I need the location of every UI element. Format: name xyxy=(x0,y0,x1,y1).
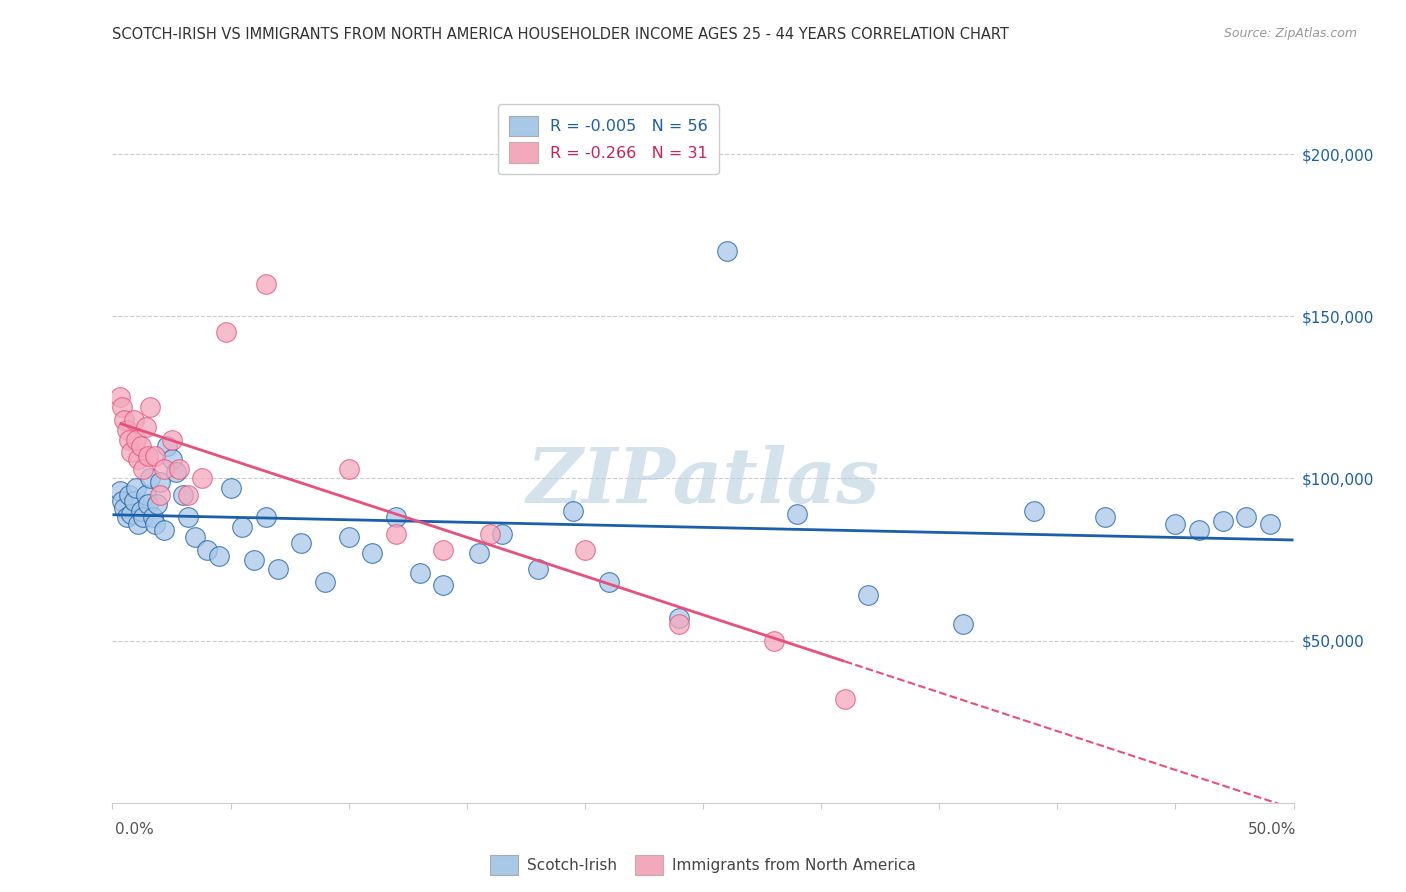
Point xyxy=(146,497,169,511)
Point xyxy=(125,481,148,495)
Point xyxy=(142,510,165,524)
Point xyxy=(165,465,187,479)
Point xyxy=(195,542,218,557)
Point xyxy=(135,419,157,434)
Point xyxy=(132,510,155,524)
Point xyxy=(562,504,585,518)
Point xyxy=(135,488,157,502)
Point xyxy=(127,516,149,531)
Point xyxy=(290,536,312,550)
Point xyxy=(184,530,207,544)
Point xyxy=(127,452,149,467)
Point xyxy=(149,475,172,489)
Point xyxy=(1212,514,1234,528)
Point xyxy=(668,617,690,632)
Point xyxy=(139,400,162,414)
Point xyxy=(118,433,141,447)
Point xyxy=(467,546,489,560)
Point xyxy=(122,494,145,508)
Point xyxy=(337,530,360,544)
Point xyxy=(231,520,253,534)
Point xyxy=(1164,516,1187,531)
Point xyxy=(598,575,620,590)
Point xyxy=(219,481,242,495)
Point xyxy=(314,575,336,590)
Point xyxy=(491,526,513,541)
Point xyxy=(112,413,135,427)
Point xyxy=(526,562,548,576)
Point xyxy=(762,633,785,648)
Point xyxy=(120,445,142,459)
Point xyxy=(432,578,454,592)
Point xyxy=(1094,510,1116,524)
Point xyxy=(177,510,200,524)
Point xyxy=(108,390,131,404)
Point xyxy=(215,326,238,340)
Point xyxy=(139,471,162,485)
Text: ZIPatlas: ZIPatlas xyxy=(526,445,880,518)
Point xyxy=(1188,524,1211,538)
Point xyxy=(129,504,152,518)
Point xyxy=(153,524,176,538)
Point xyxy=(112,500,135,515)
Point xyxy=(834,692,856,706)
Point xyxy=(1022,504,1045,518)
Point xyxy=(208,549,231,564)
Point xyxy=(337,461,360,475)
Point xyxy=(385,526,408,541)
Point xyxy=(122,413,145,427)
Point xyxy=(716,244,738,259)
Point xyxy=(136,497,159,511)
Text: Source: ZipAtlas.com: Source: ZipAtlas.com xyxy=(1223,27,1357,40)
Point xyxy=(952,617,974,632)
Point xyxy=(111,494,134,508)
Text: SCOTCH-IRISH VS IMMIGRANTS FROM NORTH AMERICA HOUSEHOLDER INCOME AGES 25 - 44 YE: SCOTCH-IRISH VS IMMIGRANTS FROM NORTH AM… xyxy=(112,27,1010,42)
Point xyxy=(858,588,880,602)
Point xyxy=(149,488,172,502)
Point xyxy=(136,449,159,463)
Legend: Scotch-Irish, Immigrants from North America: Scotch-Irish, Immigrants from North Amer… xyxy=(484,849,922,880)
Point xyxy=(143,516,166,531)
Point xyxy=(120,507,142,521)
Point xyxy=(243,552,266,566)
Point xyxy=(177,488,200,502)
Point xyxy=(574,542,596,557)
Point xyxy=(111,400,134,414)
Text: 50.0%: 50.0% xyxy=(1249,822,1296,837)
Point xyxy=(267,562,290,576)
Point xyxy=(108,484,131,499)
Point xyxy=(1258,516,1281,531)
Point xyxy=(254,510,277,524)
Text: 0.0%: 0.0% xyxy=(115,822,155,837)
Point xyxy=(125,433,148,447)
Point xyxy=(385,510,408,524)
Point xyxy=(143,449,166,463)
Point xyxy=(172,488,194,502)
Point xyxy=(132,461,155,475)
Point xyxy=(115,423,138,437)
Point xyxy=(254,277,277,291)
Point xyxy=(153,461,176,475)
Point xyxy=(408,566,430,580)
Point xyxy=(668,611,690,625)
Point xyxy=(167,461,190,475)
Point xyxy=(479,526,502,541)
Point xyxy=(115,510,138,524)
Point xyxy=(432,542,454,557)
Point xyxy=(1234,510,1257,524)
Point xyxy=(129,439,152,453)
Point xyxy=(191,471,214,485)
Point xyxy=(160,433,183,447)
Point xyxy=(160,452,183,467)
Point xyxy=(156,439,179,453)
Point xyxy=(118,488,141,502)
Point xyxy=(786,507,808,521)
Point xyxy=(361,546,384,560)
Y-axis label: Householder Income Ages 25 - 44 years: Householder Income Ages 25 - 44 years xyxy=(0,308,7,584)
